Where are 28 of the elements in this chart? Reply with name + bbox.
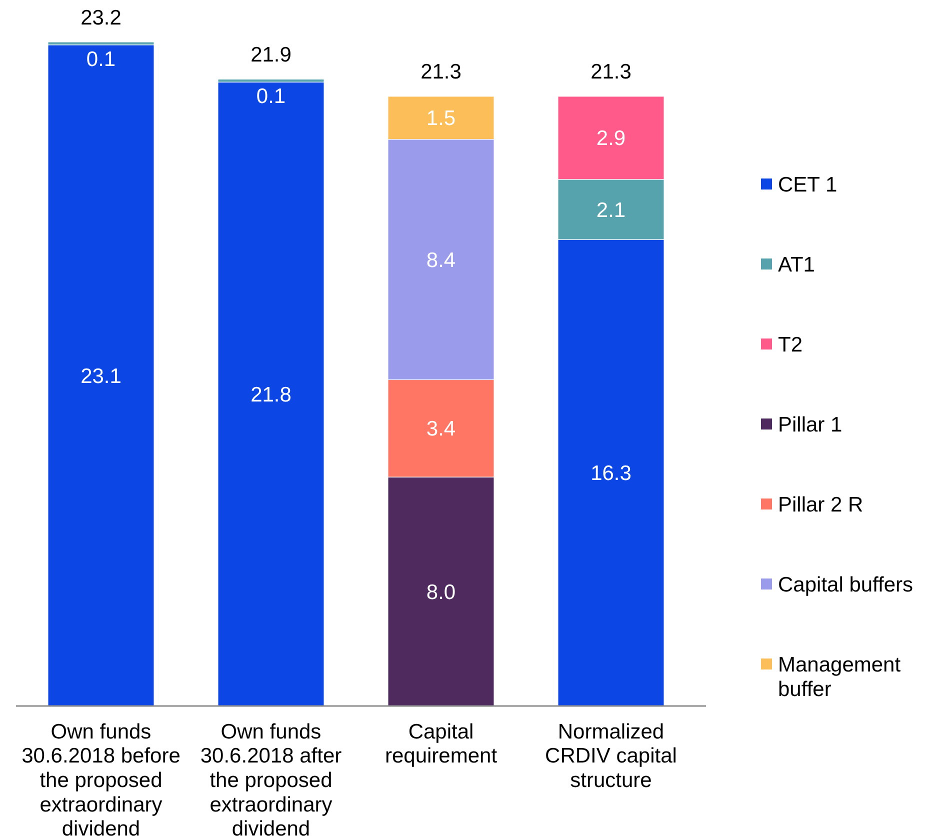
bar <box>48 44 154 706</box>
data-label: 2.9 <box>596 127 626 150</box>
x-tick-label: Own funds 30.6.2018 after the proposed extraordinary dividend <box>200 720 342 840</box>
legend-label: Capital buffers <box>778 573 914 596</box>
total-label: 21.3 <box>590 60 632 84</box>
total-label: 23.2 <box>80 6 122 30</box>
data-label: 23.1 <box>80 364 122 388</box>
data-label: 16.3 <box>590 462 632 486</box>
x-tick-label: Own funds 30.6.2018 before the proposed extraordinary dividend <box>22 720 180 840</box>
x-tick-label: Capital requirement <box>384 720 498 768</box>
x-tick-label: Normalized CRDIV capital structure <box>545 720 677 792</box>
legend-label: Pillar 2 R <box>778 493 864 516</box>
data-label: 0.1 <box>256 85 286 108</box>
legend-label: CET 1 <box>778 173 838 196</box>
data-label: 8.0 <box>426 580 456 604</box>
data-label: 3.4 <box>426 418 456 441</box>
total-label: 21.3 <box>420 60 462 84</box>
legend-label: AT1 <box>778 253 815 276</box>
legend-label: Management buffer <box>778 653 901 701</box>
data-label: 2.1 <box>596 198 626 222</box>
data-label: 21.8 <box>250 383 292 406</box>
bar <box>218 82 324 706</box>
data-label: 1.5 <box>426 107 456 130</box>
legend-label: Pillar 1 <box>778 413 842 436</box>
total-label: 21.9 <box>250 44 292 67</box>
legend-label: T2 <box>778 333 803 356</box>
data-label: 8.4 <box>426 248 456 272</box>
data-label: 0.1 <box>86 48 116 71</box>
